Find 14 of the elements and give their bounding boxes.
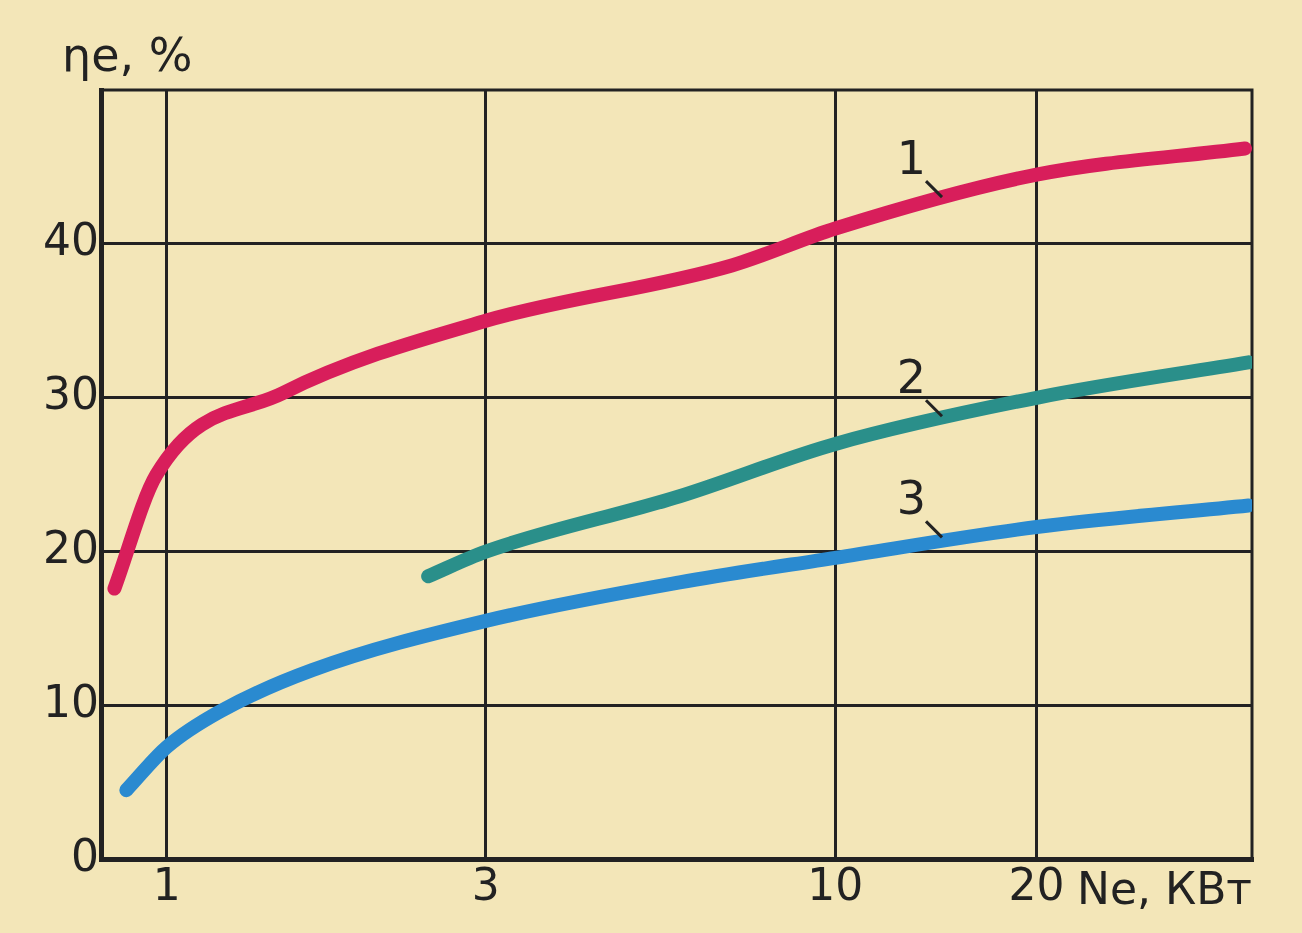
x-tick-label: 1 <box>152 859 181 911</box>
series-label: 2 <box>896 350 926 405</box>
series-label: 3 <box>896 471 926 526</box>
series-label: 1 <box>896 131 926 186</box>
x-tick-label: 20 <box>1008 859 1065 911</box>
y-tick-label: 0 <box>70 829 99 881</box>
y-tick-label: 40 <box>42 214 99 266</box>
y-axis-title: ηe, % <box>62 27 193 82</box>
y-tick-label: 30 <box>42 368 99 420</box>
y-tick-label: 10 <box>42 675 99 727</box>
y-tick-label: 20 <box>42 522 99 574</box>
x-tick-label: 10 <box>807 859 864 911</box>
x-axis-title: Ne, КВт <box>1076 863 1252 915</box>
x-tick-label: 3 <box>471 859 500 911</box>
